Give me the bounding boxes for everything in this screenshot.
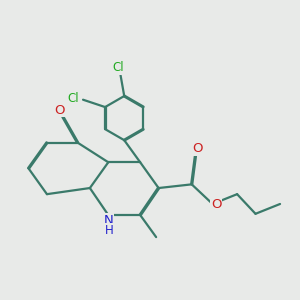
Text: O: O bbox=[54, 103, 64, 116]
Text: Cl: Cl bbox=[112, 61, 124, 74]
Text: O: O bbox=[193, 142, 203, 155]
Text: O: O bbox=[211, 198, 221, 211]
Text: N: N bbox=[104, 214, 114, 227]
Text: Cl: Cl bbox=[67, 92, 79, 105]
Text: H: H bbox=[104, 224, 113, 237]
